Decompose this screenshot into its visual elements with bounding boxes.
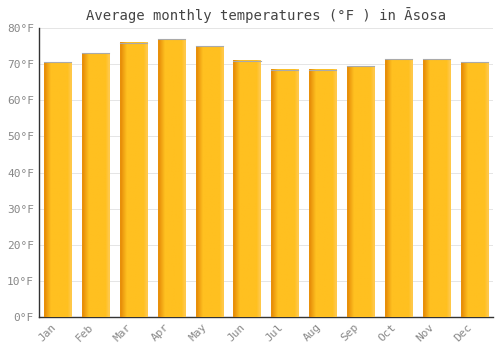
- Title: Average monthly temperatures (°F ) in Āsosa: Average monthly temperatures (°F ) in Ās…: [86, 7, 446, 23]
